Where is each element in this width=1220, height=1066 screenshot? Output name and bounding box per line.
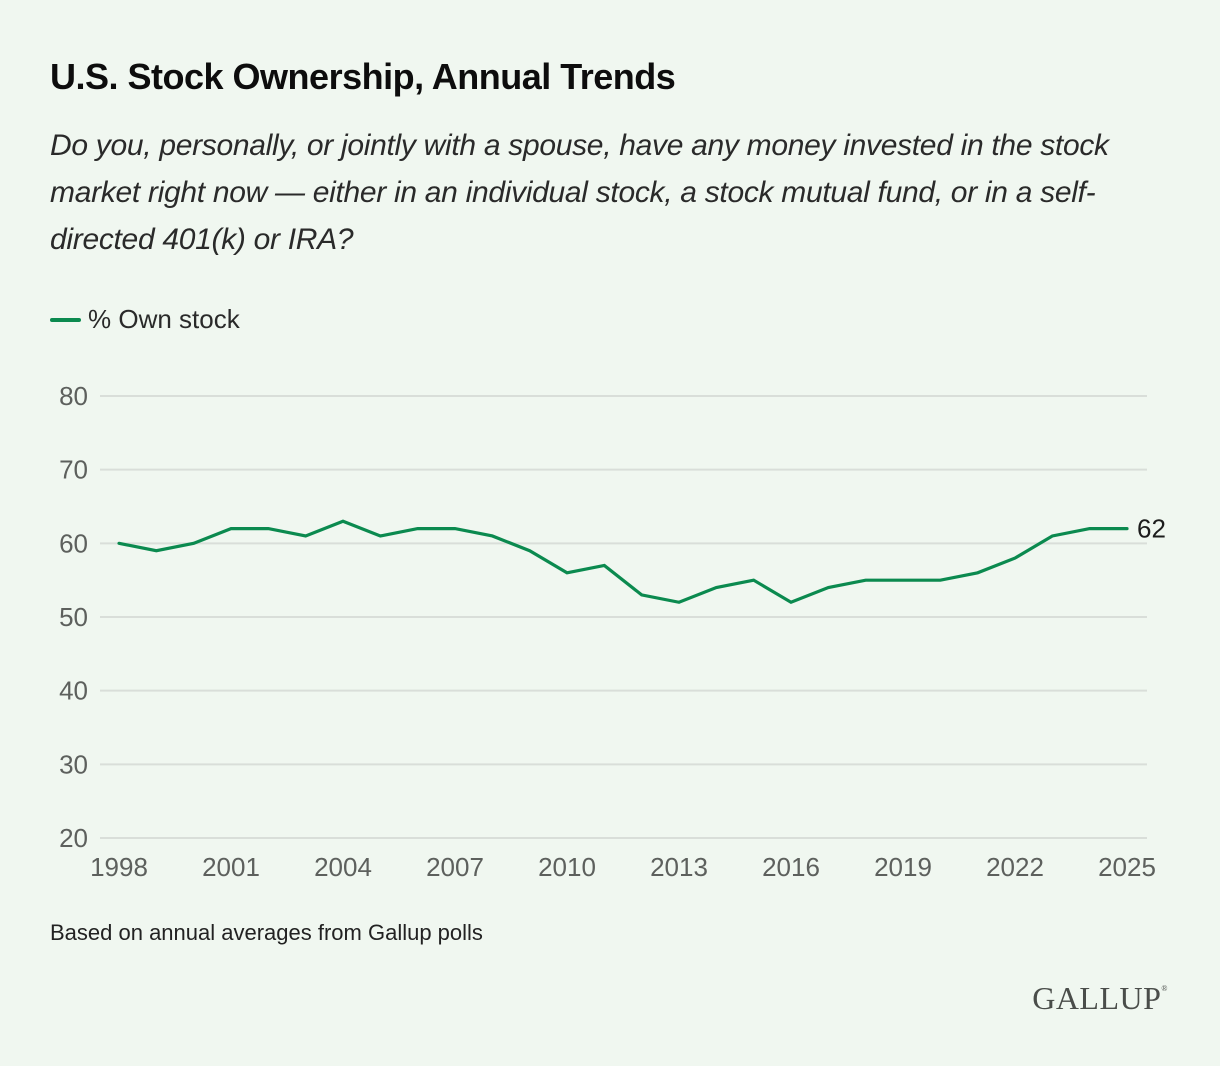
x-axis-ticks: 1998 2001 2004 2007 2010 2013 2016 2019 2022 2025 [90, 852, 1156, 882]
x-tick-label-2022: 2022 [986, 852, 1044, 882]
x-tick-label-2016: 2016 [762, 852, 820, 882]
logo-text: GALLUP [1032, 980, 1162, 1016]
legend-label-own-stock: % Own stock [88, 304, 240, 334]
registered-mark: ® [1161, 984, 1168, 993]
x-tick-label-2013: 2013 [650, 852, 708, 882]
legend: % Own stock [50, 304, 240, 335]
y-tick-label-80: 80 [59, 381, 88, 411]
y-tick-label-40: 40 [59, 676, 88, 706]
x-tick-label-2007: 2007 [426, 852, 484, 882]
y-axis-ticks: 20 30 40 50 60 70 80 [59, 381, 88, 853]
annotations: 62 [1137, 514, 1166, 544]
chart-subtitle: Do you, personally, or jointly with a sp… [50, 129, 1109, 256]
series-line-own-stock [117, 519, 1129, 605]
x-tick-label-2019: 2019 [874, 852, 932, 882]
legend-swatch-own-stock [50, 317, 81, 322]
x-tick-label-1998: 1998 [90, 852, 148, 882]
y-tick-label-70: 70 [59, 455, 88, 485]
y-tick-label-30: 30 [59, 749, 88, 779]
x-tick-label-2010: 2010 [538, 852, 596, 882]
x-tick-label-2025: 2025 [1098, 852, 1156, 882]
gridlines [100, 395, 1147, 839]
end-value-label: 62 [1137, 514, 1166, 544]
y-tick-label-50: 50 [59, 602, 88, 632]
series-group [117, 519, 1129, 605]
y-tick-label-20: 20 [59, 823, 88, 853]
y-tick-label-60: 60 [59, 528, 88, 558]
source-note: Based on annual averages from Gallup pol… [50, 920, 483, 945]
chart-title: U.S. Stock Ownership, Annual Trends [50, 56, 676, 97]
gallup-logo: GALLUP® [1032, 980, 1168, 1017]
x-tick-label-2001: 2001 [202, 852, 260, 882]
x-tick-label-2004: 2004 [314, 852, 372, 882]
